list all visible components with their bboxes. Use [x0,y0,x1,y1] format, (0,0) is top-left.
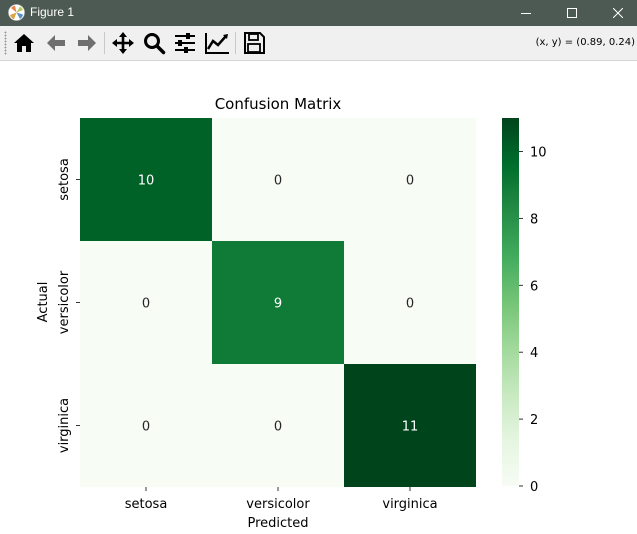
move-icon [112,32,134,54]
forward-button[interactable] [74,30,100,56]
maximize-button[interactable] [549,0,595,26]
arrow-left-icon [47,35,65,51]
back-button[interactable] [43,30,69,56]
heatmap-cell [80,118,212,241]
heatmap-cell [212,118,344,241]
save-button[interactable] [241,30,267,56]
x-tick-label: virginica [382,497,437,512]
configure-subplots-button[interactable] [172,30,198,56]
close-icon [613,8,623,18]
cell-value-label: 0 [274,420,282,435]
colorbar-ticks: 0 2 4 6 8 10 [519,145,547,495]
zoom-button[interactable] [141,30,167,56]
heatmap-cell [344,364,476,487]
heatmap-cell [80,241,212,364]
cell-annotations: 10 0 0 0 9 0 0 0 11 [138,174,419,435]
line-chart-icon [205,33,229,54]
cell-value-label: 0 [406,174,414,189]
title-bar: Figure 1 [0,0,637,26]
heatmap-cell [80,364,212,487]
figure-canvas[interactable]: Confusion Matrix 10 0 0 0 9 0 0 0 11 setosa versi… [0,61,637,534]
cell-value-label: 0 [274,174,282,189]
heatmap-cell [344,241,476,364]
window-title: Figure 1 [30,5,75,19]
cell-value-label: 0 [406,297,414,312]
minimize-icon [521,13,531,14]
colorbar [502,118,519,486]
heatmap-cell [344,118,476,241]
home-icon [14,34,34,52]
toolbar-separator [235,32,236,54]
toolbar-grip[interactable] [4,31,7,55]
x-axis: setosa versicolor virginica [125,487,438,512]
colorbar-tick-label: 6 [530,279,538,294]
heatmap-cell [212,364,344,487]
y-tick-label: versicolor [57,270,72,334]
heatmap-cells [80,118,476,487]
heatmap-cell [212,241,344,364]
arrow-right-icon [78,35,96,51]
maximize-icon [567,8,577,18]
colorbar-tick-label: 0 [530,480,538,495]
confusion-matrix-heatmap: Confusion Matrix 10 0 0 0 9 0 0 0 11 setosa versi… [36,95,547,531]
colorbar-tick-label: 4 [530,346,538,361]
x-axis-label: Predicted [247,516,308,531]
colorbar-tick-label: 10 [530,145,547,160]
coordinate-readout: (x, y) = (0.89, 0.24) [535,37,635,48]
cell-value-label: 10 [138,174,155,189]
minimize-button[interactable] [503,0,549,26]
chart-title: Confusion Matrix [215,95,342,113]
cell-value-label: 11 [402,420,419,435]
y-axis-label: Actual [36,282,51,323]
y-axis: setosa versicolor virginica [57,158,80,453]
matplotlib-icon [8,4,25,21]
x-tick-label: versicolor [246,497,310,512]
y-tick-label: setosa [57,158,72,201]
cell-value-label: 0 [142,297,150,312]
y-tick-label: virginica [57,398,72,453]
toolbar-separator [104,32,105,54]
edit-axes-button[interactable] [204,30,230,56]
pan-button[interactable] [110,30,136,56]
cell-value-label: 9 [274,297,282,312]
close-button[interactable] [595,0,637,26]
home-button[interactable] [11,30,37,56]
colorbar-tick-label: 8 [530,212,538,227]
navigation-toolbar: (x, y) = (0.89, 0.24) [0,26,637,61]
cell-value-label: 0 [142,420,150,435]
x-tick-label: setosa [125,497,168,512]
sliders-icon [175,33,195,53]
floppy-disk-icon [244,32,265,54]
magnifier-icon [144,33,166,55]
colorbar-tick-label: 2 [530,413,538,428]
